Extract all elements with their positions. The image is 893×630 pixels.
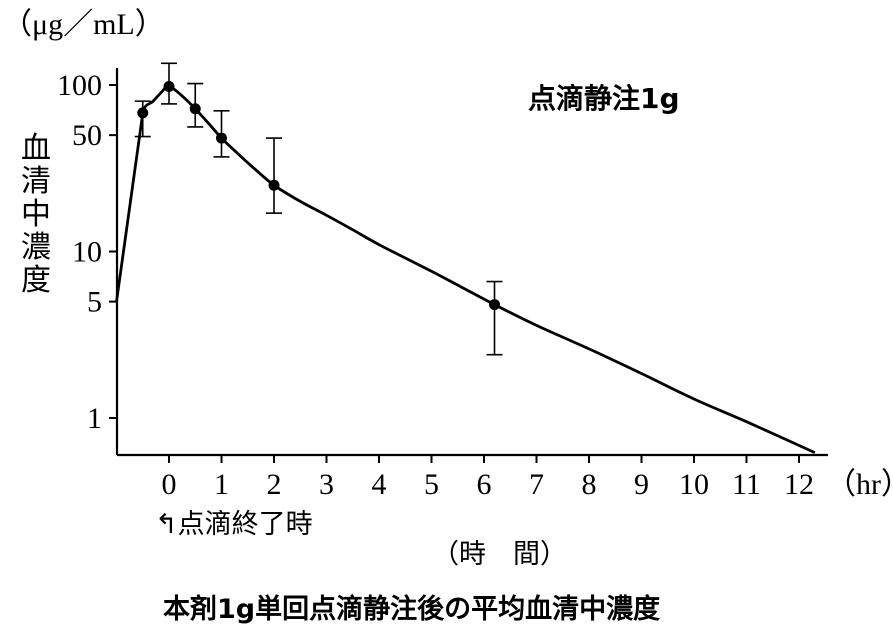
x-tick-label-6: 6 [477,468,492,501]
data-point [489,299,500,311]
series-layer [115,62,816,454]
x-tick-label-11: 11 [732,468,761,501]
drip-end-annotation: ↰点滴終了時 [155,509,313,540]
y-axis-label-char: 清 [21,164,51,199]
series-line-0 [115,85,816,454]
x-tick-label-9: 9 [634,468,649,501]
x-tick-label-0: 0 [162,468,177,501]
x-tick-label-4: 4 [372,468,387,501]
data-point [189,103,201,115]
x-tick-label-1: 1 [214,468,229,501]
x-tick-label-3: 3 [319,468,334,501]
x-axis-label: （時 間） [432,539,567,570]
axes [115,68,828,457]
data-point [163,80,175,92]
x-tick-label-7: 7 [529,468,544,501]
x-tick-label-2: 2 [267,468,282,501]
y-unit-label: （μg／mL） [2,8,165,41]
x-tick-label-5: 5 [424,468,439,501]
x-tick-label-8: 8 [582,468,597,501]
y-tick-label-10: 10 [72,236,102,269]
x-tick-label-10: 10 [679,468,709,501]
x-unit-label: （hr） [826,468,893,501]
chart-title: 点滴静注1g [528,82,680,115]
y-axis-label-char: 中 [21,197,51,232]
y-tick-label-50: 50 [72,119,102,152]
y-axis-label: 血清中濃度 [21,131,51,298]
data-point [137,107,149,119]
data-point [216,132,227,144]
y-tick-label-1: 1 [87,402,102,435]
y-axis-label-char: 血 [21,131,51,166]
chart-caption: 本剤1g単回点滴静注後の平均血清中濃度 [163,593,660,625]
data-point [268,179,280,191]
y-tick-label-5: 5 [87,286,102,319]
y-tick-label-100: 100 [57,69,102,102]
y-axis-label-char: 濃 [21,230,51,265]
x-tick-label-12: 12 [784,468,814,501]
y-axis-label-char: 度 [21,263,51,298]
